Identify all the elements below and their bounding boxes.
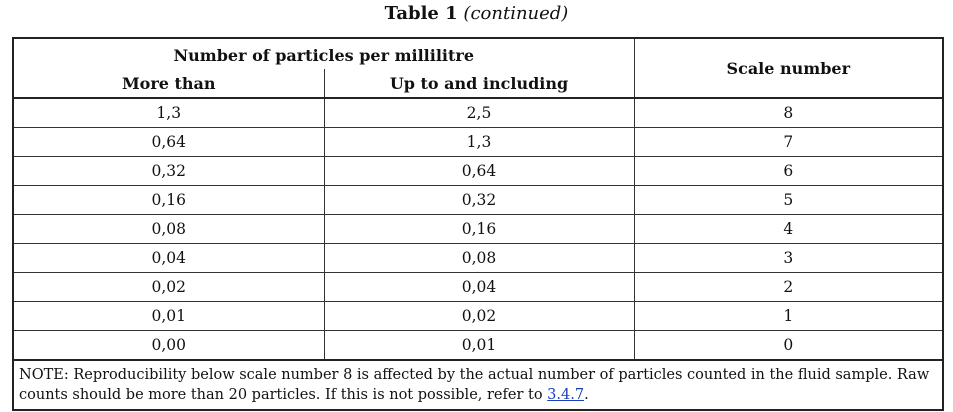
cell-up-to: 0,02 — [323, 301, 635, 331]
cell-up-to: 0,04 — [323, 272, 635, 302]
table-row: 0,04 0,08 3 — [12, 243, 944, 273]
cell-scale-number: 1 — [633, 301, 944, 331]
cell-scale-number: 5 — [633, 185, 944, 215]
cell-more-than: 0,32 — [12, 156, 325, 186]
cell-scale-number: 0 — [633, 330, 944, 361]
cell-more-than: 0,00 — [12, 330, 325, 361]
cell-scale-number: 3 — [633, 243, 944, 273]
cell-up-to: 0,16 — [323, 214, 635, 244]
cell-up-to: 2,5 — [323, 97, 635, 128]
cell-up-to: 0,01 — [323, 330, 635, 361]
table-row: 1,3 2,5 8 — [12, 97, 944, 128]
cell-scale-number: 8 — [633, 97, 944, 128]
table-row: 0,02 0,04 2 — [12, 272, 944, 302]
table-row: 0,08 0,16 4 — [12, 214, 944, 244]
table-caption-continued: (continued) — [463, 3, 569, 24]
cell-more-than: 0,02 — [12, 272, 325, 302]
cell-more-than: 1,3 — [12, 97, 325, 128]
cell-scale-number: 6 — [633, 156, 944, 186]
table-row: 0,64 1,3 7 — [12, 127, 944, 157]
cell-scale-number: 7 — [633, 127, 944, 157]
header-more-than: More than — [12, 69, 325, 99]
table-note: NOTE: Reproducibility below scale number… — [12, 359, 944, 411]
header-particles-per-millilitre: Number of particles per millilitre — [12, 37, 635, 69]
cell-more-than: 0,08 — [12, 214, 325, 244]
table-row: 0,00 0,01 0 — [12, 330, 944, 361]
cell-up-to: 1,3 — [323, 127, 635, 157]
cell-more-than: 0,64 — [12, 127, 325, 157]
header-scale-number: Scale number — [633, 37, 944, 99]
cell-up-to: 0,64 — [323, 156, 635, 186]
cell-more-than: 0,01 — [12, 301, 325, 331]
table-row: 0,16 0,32 5 — [12, 185, 944, 215]
cell-up-to: 0,32 — [323, 185, 635, 215]
table-caption-main: Table 1 — [384, 3, 458, 24]
note-end: . — [584, 387, 589, 403]
table-row: 0,01 0,02 1 — [12, 301, 944, 331]
note-row: NOTE: Reproducibility below scale number… — [12, 359, 944, 411]
cell-scale-number: 4 — [633, 214, 944, 244]
table-caption: Table 1 (continued) — [0, 2, 953, 26]
cell-up-to: 0,08 — [323, 243, 635, 273]
cell-more-than: 0,04 — [12, 243, 325, 273]
clause-reference-link[interactable]: 3.4.7 — [547, 387, 585, 403]
header-up-to-and-including: Up to and including — [323, 69, 635, 99]
note-text: NOTE: Reproducibility below scale number… — [19, 367, 930, 403]
cell-more-than: 0,16 — [12, 185, 325, 215]
particle-scale-table: Number of particles per millilitre Scale… — [12, 37, 945, 411]
cell-scale-number: 2 — [633, 272, 944, 302]
table-row: 0,32 0,64 6 — [12, 156, 944, 186]
